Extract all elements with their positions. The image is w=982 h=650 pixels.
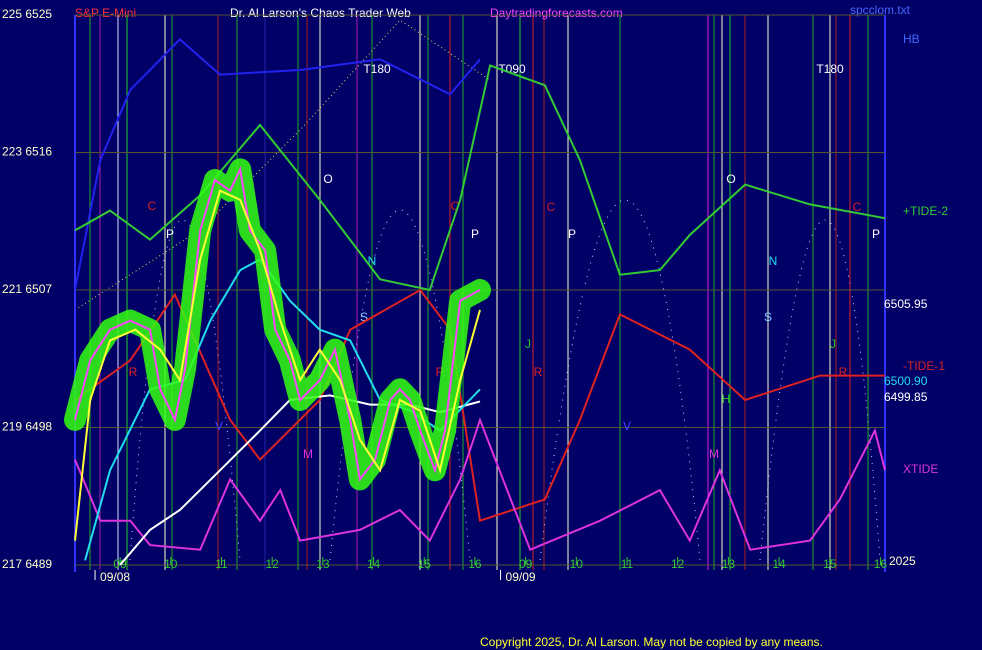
series-line (74, 165, 481, 482)
x-tick-label: 11 (215, 557, 228, 571)
x-tick-label: 10 (570, 557, 584, 571)
x-tick-label: 13 (316, 557, 330, 571)
x-tick-label: 12 (265, 557, 279, 571)
x-tick-label: 16 (874, 557, 888, 571)
annotation: P (471, 227, 479, 241)
annotation: N (769, 254, 778, 268)
price-label: 6499.85 (884, 390, 928, 404)
annotation: P (166, 227, 174, 241)
y-tick-label: 225 6525 (2, 7, 52, 21)
annotation: P (872, 227, 880, 241)
annotation: R (129, 365, 138, 379)
x-tick-label: 11 (621, 557, 634, 571)
x-tick-label: 10 (164, 557, 178, 571)
instrument: S&P E-Mini (75, 6, 136, 20)
annotation: J (525, 337, 531, 351)
annotation: C (853, 200, 862, 214)
x-tick-label: 15 (823, 557, 837, 571)
series-line (74, 189, 481, 541)
x-tick-label: 16 (468, 557, 482, 571)
x-tick-label: 14 (772, 557, 786, 571)
series-line (74, 38, 481, 291)
year-label: 2025 (889, 554, 916, 568)
y-tick-label: 217 6489 (2, 557, 52, 571)
annotation: O (323, 172, 332, 186)
annotation: N (368, 254, 377, 268)
annotation: T180 (816, 62, 844, 76)
annotation: H (722, 392, 731, 406)
price-label: 6500.90 (884, 374, 928, 388)
price-label: 6505.95 (884, 297, 928, 311)
annotation: O (726, 172, 735, 186)
date-label: 09/08 (100, 570, 130, 584)
annotation: J (830, 337, 836, 351)
annotation: S (764, 310, 772, 324)
series-line (74, 64, 886, 292)
annotation: C (148, 199, 157, 213)
website: Daytradingforecasts.com (490, 6, 623, 20)
annotation: R (534, 365, 543, 379)
x-tick-label: 15 (418, 557, 432, 571)
x-tick-label: 12 (671, 557, 685, 571)
y-tick-label: 219 6498 (2, 420, 52, 434)
x-tick-label: 09 (519, 557, 533, 571)
annotation: T090 (498, 62, 526, 76)
dotted-curve (759, 219, 881, 561)
annotation: C (451, 199, 460, 213)
copyright: Copyright 2025, Dr. Al Larson. May not b… (480, 635, 823, 649)
annotation: P (568, 227, 576, 241)
series-label: XTIDE (903, 462, 938, 476)
annotation: V (215, 419, 223, 433)
x-tick-label: 14 (367, 557, 381, 571)
annotation: M (303, 447, 313, 461)
series-label: +TIDE-2 (903, 204, 948, 218)
annotation: R (436, 365, 445, 379)
annotation: M (709, 447, 719, 461)
annotation: S (360, 310, 368, 324)
annotation: V (623, 419, 631, 433)
dotted-curve (129, 219, 241, 561)
series-label: -TIDE-1 (903, 359, 945, 373)
dotted-projections (74, 19, 881, 561)
title: Dr. Al Larson's Chaos Trader Web (230, 6, 411, 20)
y-tick-label: 221 6507 (2, 282, 52, 296)
series-line (74, 416, 886, 552)
annotation: C (547, 200, 556, 214)
annotation: T180 (363, 62, 391, 76)
y-tick-label: 223 6516 (2, 145, 52, 159)
file-name: spcclom.txt (850, 3, 911, 17)
x-tick-label: 13 (722, 557, 736, 571)
series-label: HB (903, 32, 920, 46)
date-label: 09/09 (506, 570, 536, 584)
annotation: R (839, 365, 848, 379)
time-markers (89, 15, 869, 570)
